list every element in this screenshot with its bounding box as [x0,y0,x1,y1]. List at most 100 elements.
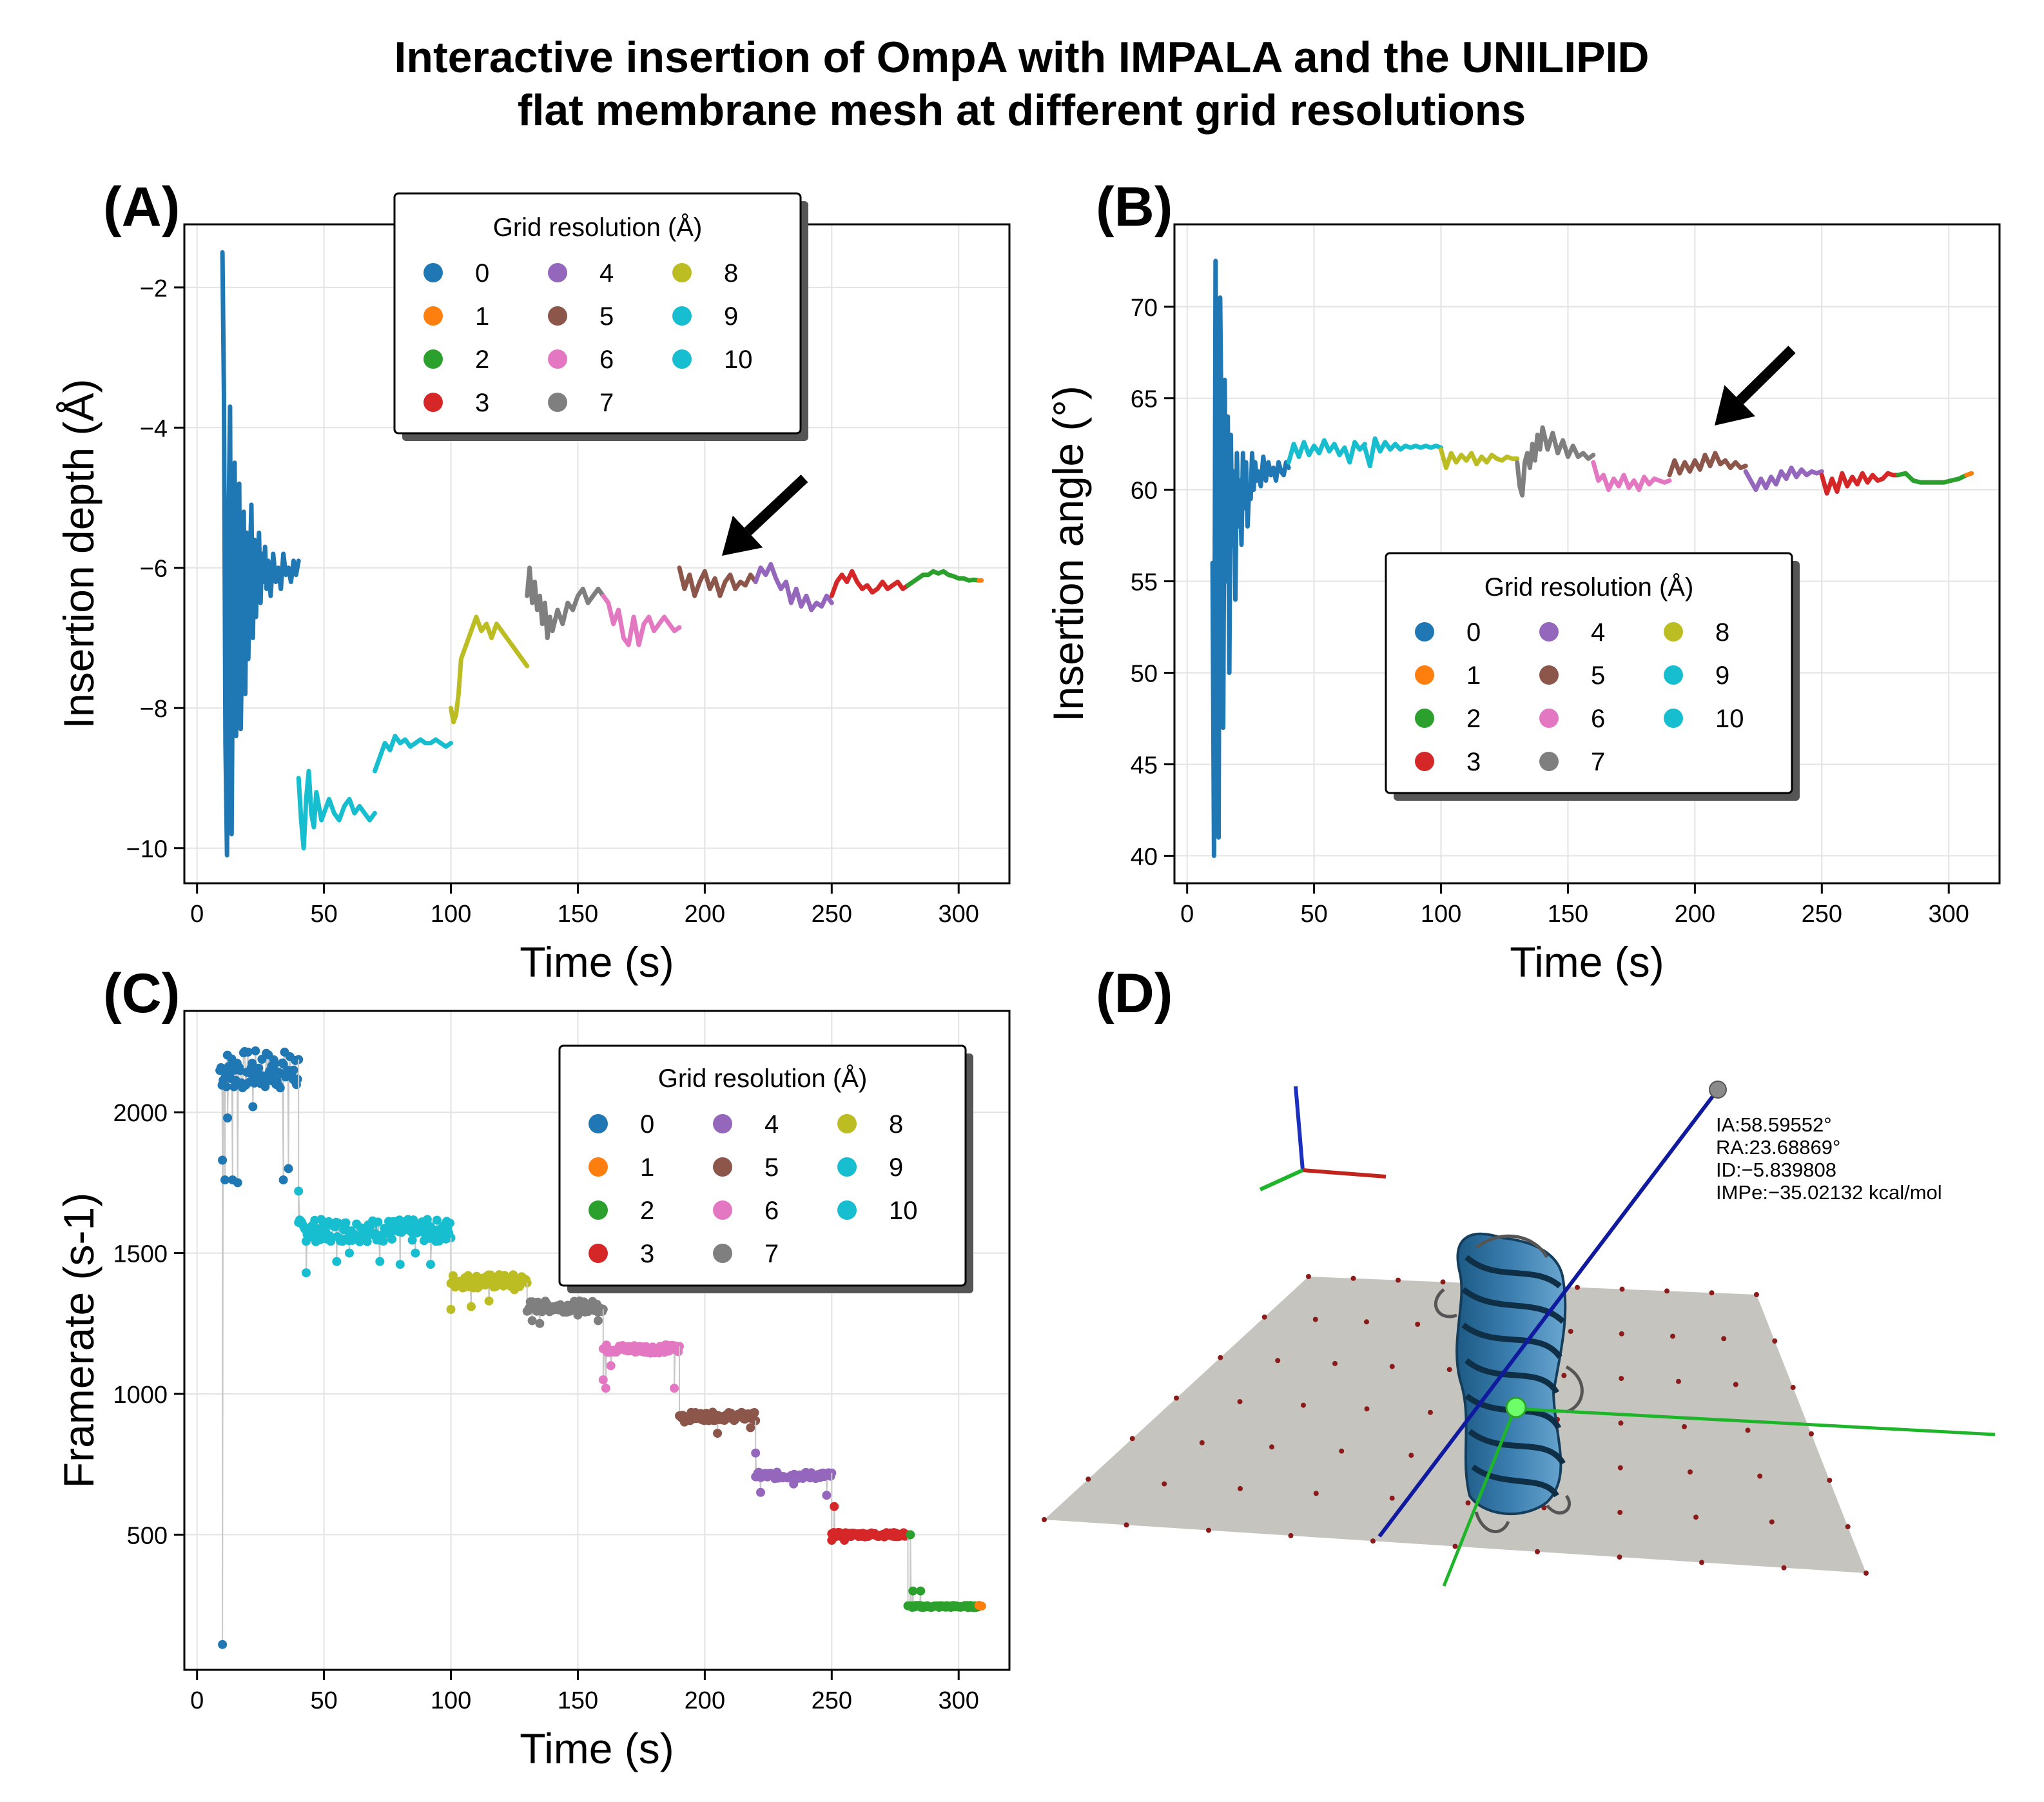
legend-marker-grid-5 [713,1157,732,1177]
legend-label-grid-0: 0 [475,259,489,288]
legend-marker-grid-5 [1539,665,1559,685]
data-point-grid-4 [822,1491,832,1500]
legend-label-grid-0: 0 [1466,618,1481,647]
mesh-grid-point [1162,1481,1167,1487]
legend-label-grid-7: 7 [1591,748,1605,776]
x-tick-label: 0 [190,901,204,928]
series-line-grid-0 [1210,259,1291,858]
y-tick-label: 2000 [113,1100,168,1127]
legend-label-grid-8: 8 [1715,618,1729,647]
mesh-grid-point [1440,1279,1446,1285]
data-point-grid-9 [407,1235,417,1245]
x-tick-label: 100 [431,1687,471,1714]
data-point-grid-8 [484,1296,494,1306]
protein-axis-line [1442,1408,1517,1587]
mesh-grid-point [1396,1277,1401,1283]
data-point-grid-9 [378,1237,388,1246]
plot-frame [183,1010,1011,1671]
legend-marker-grid-0 [1415,622,1434,641]
legend-label-grid-3: 3 [640,1240,654,1268]
mesh-grid-point [1446,1367,1452,1373]
mesh-grid-point [1364,1319,1369,1325]
data-point-grid-0 [293,1074,302,1084]
mesh-grid-point [1350,1275,1356,1281]
data-point-grid-8 [467,1302,476,1311]
series-line-grid-5 [677,565,758,598]
readout-impala-energy: IMPe:−35.02132 kcal/mol [1716,1181,1942,1204]
readout-rotation-angle: RA:23.68869° [1716,1136,1840,1159]
mesh-grid-point [1827,1478,1833,1483]
mesh-grid-point [1301,1402,1306,1408]
data-point-grid-1 [977,1601,986,1611]
data-point-grid-0 [220,1175,229,1185]
protein-horizontal-axis [1514,1407,1996,1436]
legend-marker-grid-1 [423,306,443,326]
legend-label-grid-3: 3 [1466,748,1481,776]
mesh-grid-point [1306,1274,1311,1279]
data-point-grid-8 [463,1271,473,1280]
legend-box [558,1044,967,1287]
data-point-grid-7 [535,1318,545,1328]
data-point-grid-0 [270,1059,280,1069]
series-line-grid-0 [220,250,301,857]
mesh-grid-point [1428,1409,1433,1415]
mesh-grid-point [1174,1395,1179,1401]
series-line-grid-3 [1819,471,1900,496]
x-tick-label: 50 [310,1687,337,1714]
mesh-grid-point [1682,1424,1687,1429]
mesh-grid-point [1619,1286,1625,1292]
data-point-grid-5 [713,1429,723,1438]
series-line-grid-7 [525,565,606,640]
series-line-grid-4 [1743,465,1824,493]
data-point-grid-4 [756,1487,765,1497]
mesh-grid-point [1617,1465,1623,1471]
mesh-grid-point [1575,1284,1580,1290]
x-tick-label: 100 [1421,901,1461,928]
mesh-grid-point [1261,1314,1267,1320]
x-tick-label: 0 [1180,901,1194,928]
legend-marker-grid-4 [548,263,567,282]
mesh-grid-point [1408,1453,1414,1458]
mesh-grid-point [1790,1385,1796,1390]
mesh-grid-point [1332,1360,1338,1366]
y-tick-label: 65 [1131,386,1158,413]
ompa-barrel-protein [1434,1232,1584,1534]
gizmo-y-axis [1259,1168,1304,1191]
legend-label-grid-5: 5 [599,302,614,331]
data-point-grid-6 [598,1375,608,1385]
annotation-arrow [744,475,808,536]
series-line-grid-6 [1591,460,1672,493]
mesh-grid-point [1845,1524,1851,1529]
mesh-grid-point [1693,1514,1698,1520]
legend-marker-grid-0 [589,1114,608,1133]
mesh-grid-point [1745,1427,1751,1433]
mesh-grid-point [1124,1522,1129,1528]
data-point-grid-9 [373,1217,383,1227]
x-tick-label: 150 [1548,901,1588,928]
legend-marker-grid-7 [548,393,567,412]
legend-label-grid-2: 2 [1466,705,1481,733]
protein-center-handle[interactable] [1505,1396,1527,1418]
mesh-grid-point [1619,1331,1624,1337]
mesh-grid-point [1364,1406,1370,1412]
viewer-3d[interactable]: IA:58.59552° RA:23.68869° ID:−5.839808 I… [1042,1081,1996,1587]
y-tick-label: 70 [1131,295,1158,322]
data-point-grid-0 [251,1046,260,1055]
mesh-grid-point [1465,1500,1471,1506]
mesh-grid-point [1709,1290,1715,1296]
mesh-grid-point [1339,1448,1345,1454]
mesh-grid-point [1617,1554,1622,1560]
y-tick-label: 500 [127,1522,168,1549]
annotation-arrow-head [722,515,763,556]
y-tick-label: 1500 [113,1241,168,1268]
membrane-normal-axis-tip[interactable] [1709,1081,1727,1099]
mesh-grid-point [1617,1509,1623,1515]
legend-marker-grid-9 [672,306,692,326]
x-axis-label: Time (s) [520,1725,674,1772]
mesh-grid-point [1452,1543,1458,1549]
mesh-grid-point [1733,1382,1738,1387]
data-point-grid-10 [332,1257,342,1266]
y-tick-label: 55 [1131,569,1158,596]
